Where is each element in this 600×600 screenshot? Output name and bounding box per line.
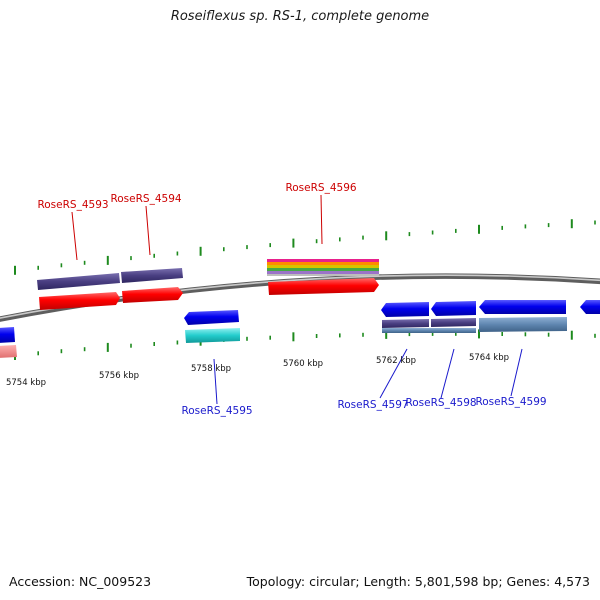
cds-arrow-rosers-4594[interactable] (122, 287, 183, 303)
forward-scale-ticks (14, 219, 596, 275)
gene-label-rosers-4597[interactable]: RoseRS_4597 (337, 399, 408, 411)
gene-bar-stripe-rosers-4597 (382, 328, 476, 333)
gene-bar-partial-left[interactable] (0, 345, 17, 358)
gene-bar-rosers-4594[interactable] (121, 268, 183, 283)
gene-bar-rosers-4597[interactable] (382, 319, 429, 328)
cds-arrow-rosers-4599[interactable] (479, 300, 566, 314)
scale-label-5764: 5764 kbp (469, 353, 509, 363)
cds-arrow-rosers-4593[interactable] (39, 292, 120, 310)
map-title: Roseiflexus sp. RS-1, complete genome (170, 9, 430, 24)
cds-arrow-partial-left[interactable] (0, 327, 15, 343)
scale-label-5758: 5758 kbp (191, 364, 231, 374)
cds-arrow-rosers-4596[interactable] (268, 278, 379, 295)
gene-label-rosers-4596[interactable]: RoseRS_4596 (285, 182, 356, 194)
cds-arrow-rosers-4597[interactable] (381, 302, 429, 317)
gene-label-rosers-4595[interactable]: RoseRS_4595 (181, 405, 252, 417)
gene-label-rosers-4598[interactable]: RoseRS_4598 (405, 397, 476, 409)
gene-callout-lines (71, 194, 523, 405)
scale-label-5756: 5756 kbp (99, 371, 139, 381)
genome-summary-text: Topology: circular; Length: 5,801,598 bp… (246, 574, 590, 589)
accession-text: Accession: NC_009523 (9, 574, 152, 589)
scale-label-5762: 5762 kbp (376, 356, 416, 366)
gene-label-rosers-4593[interactable]: RoseRS_4593 (37, 199, 108, 211)
gene-label-rosers-4594[interactable]: RoseRS_4594 (110, 193, 181, 205)
trna-bar-rosers-4595[interactable] (185, 328, 240, 343)
feature-stack-rosers-4596 (267, 259, 379, 276)
gene-bar-rosers-4598[interactable] (431, 318, 476, 327)
gene-bar-rosers-4599[interactable] (479, 317, 567, 332)
scale-label-5754: 5754 kbp (6, 378, 46, 388)
cds-arrow-partial-right[interactable] (580, 300, 600, 314)
gene-label-rosers-4599[interactable]: RoseRS_4599 (475, 396, 546, 408)
gene-bar-rosers-4593[interactable] (37, 273, 120, 290)
cds-arrow-rosers-4595[interactable] (184, 310, 239, 325)
scale-label-5760: 5760 kbp (283, 359, 323, 369)
cds-arrow-rosers-4598[interactable] (431, 301, 476, 316)
